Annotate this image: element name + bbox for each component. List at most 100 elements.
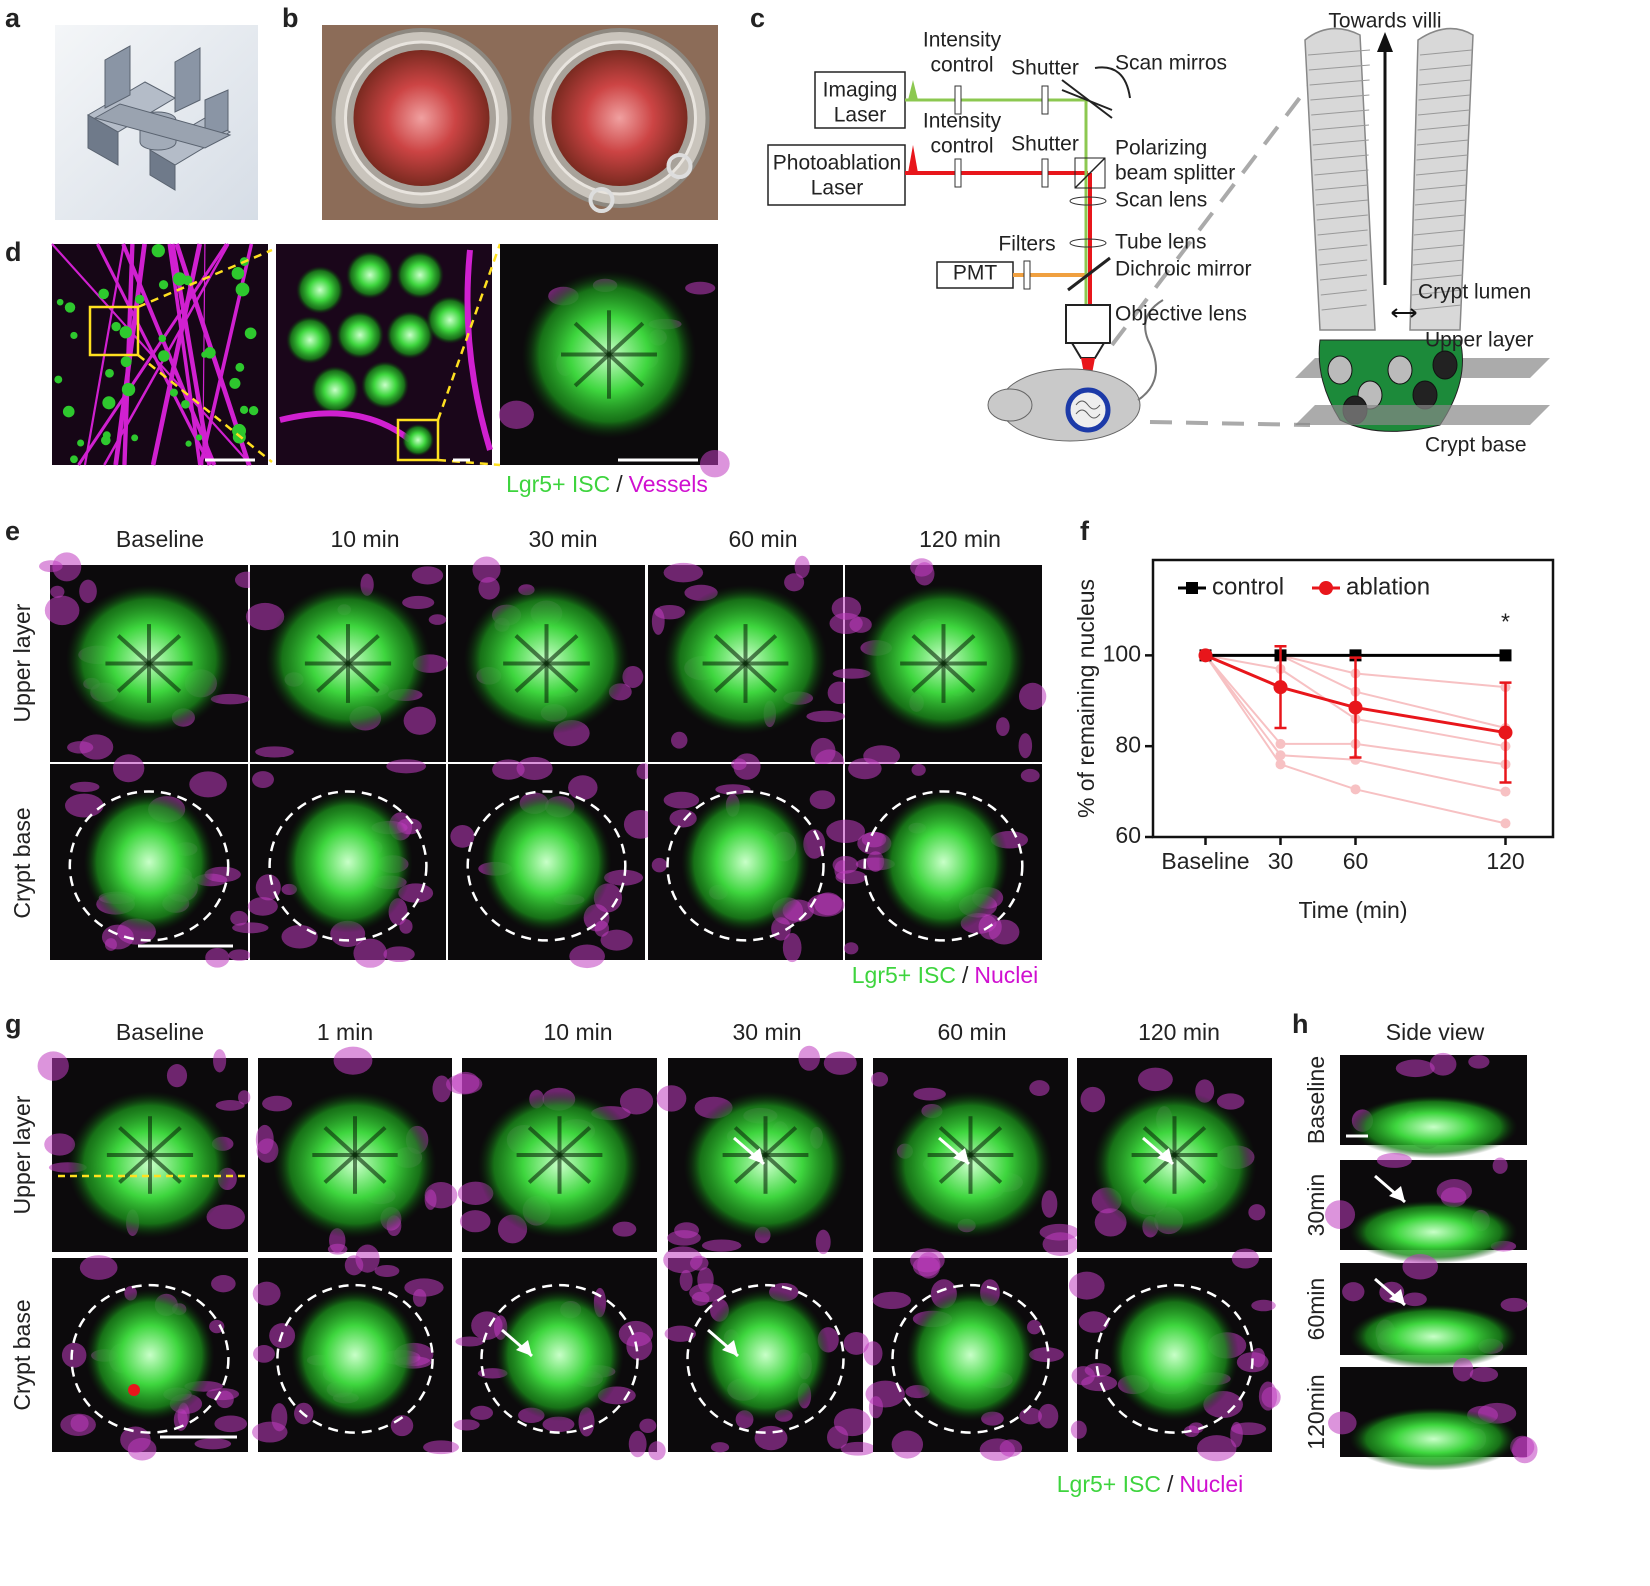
nucleus-signal [710,1442,730,1453]
legend-item: Nuclei [974,962,1038,988]
cell-edge [1415,184,1467,191]
cell-edge [1418,79,1471,86]
cell-edge [1317,229,1368,236]
crypt-outline [276,1283,434,1434]
crypt-dot [120,356,132,368]
point [1275,750,1286,761]
nucleus-signal [849,616,872,633]
crypt [386,311,434,359]
nucleus-signal [498,400,534,429]
crypt-dot [239,405,249,414]
point [1350,784,1361,795]
crypt-dot [158,280,169,290]
nucleus-signal [806,710,846,723]
crypt-dot [195,434,203,441]
nucleus-signal [1261,1386,1281,1408]
nucleus-signal [166,1064,188,1088]
cell-edge [1418,94,1471,101]
crypt-dot [158,350,170,362]
crypt-dot [235,362,245,372]
nucleus-signal [238,1090,251,1105]
crypt-dot [235,282,250,297]
nucleus-signal [569,944,605,969]
lumen-arrow [1391,308,1417,318]
clip [666,153,693,179]
nucleus-signal [1342,1282,1365,1302]
mirror-arrow [1094,66,1131,99]
roi [88,305,140,357]
lumen-spoke [911,634,945,665]
cell [1387,355,1413,385]
cell-edge [1312,139,1369,146]
legend-item: Lgr5+ ISC [852,962,956,988]
column-header: 10 min [330,526,399,552]
column-header: 30 min [528,526,597,552]
cell-edge [1414,214,1466,221]
nucleus-signal [206,1388,240,1401]
nucleus-signal [809,790,836,810]
cell-edge [1309,79,1370,86]
lumen-spoke [969,1153,1003,1184]
nucleus-signal [701,1239,742,1252]
row-label: 120min [1303,1374,1329,1449]
x-tick-label: 30 [1268,848,1294,874]
cell-edge [1316,214,1368,221]
crypt-dot [119,326,132,339]
nucleus-signal [826,819,866,843]
cell-edge [1412,274,1464,281]
nucleus-signal [453,1419,480,1431]
nucleus-signal [399,919,413,934]
arrowhead [1157,1148,1173,1164]
crypt-dot [181,399,190,409]
nucleus-signal [872,1291,912,1310]
diagram-label: control [930,54,993,77]
cell-edge [1416,139,1469,146]
crypt-dot [201,351,208,358]
nucleus-signal [1020,768,1040,783]
nucleus-signal [450,825,475,848]
legend: Lgr5+ ISC / Nuclei [1057,1471,1244,1497]
crypt-dot [70,455,78,464]
zoom-line [137,248,273,309]
nucleus-signal [1029,1080,1050,1097]
diagram-label: Objective lens [1115,303,1247,326]
column-header: 120 min [919,526,1001,552]
crypt-outline [268,790,428,942]
diagram-label: Upper layer [1425,329,1534,352]
nucleus-signal [1230,1421,1243,1448]
nucleus-signal [411,566,444,585]
crypt-dot [56,298,64,306]
panel-label: g [5,1009,22,1039]
nucleus-signal [1468,1055,1490,1069]
cell-edge [1417,124,1470,131]
lumen-spoke [744,634,778,665]
nucleus-signal [1492,1157,1508,1174]
nucleus-signal [1137,1067,1173,1092]
lumen-spoke [353,1153,387,1184]
nucleus-signal [445,1073,483,1095]
crypt [402,424,434,456]
nucleus-signal [988,919,1020,945]
nucleus-signal [37,1051,69,1081]
y-tick-label: 80 [1115,731,1141,757]
lumen-spoke [573,353,611,388]
lumen-spoke [744,662,778,693]
nucleus-signal [1039,1223,1080,1241]
plane [1295,405,1550,425]
nucleus-signal [843,942,859,955]
isc-signal [83,791,215,933]
crypt-wall [1409,27,1474,331]
nucleus-signal [1070,1420,1087,1439]
y-tick-label: 60 [1115,822,1141,848]
nucleus-signal [215,1100,245,1111]
laser-box [767,144,906,206]
objective-tip [1070,342,1106,359]
nucleus-signal [247,897,278,916]
nucleus-signal [470,1405,494,1420]
nucleus-signal [671,731,688,749]
nucleus-signal [1196,1435,1237,1462]
point [1273,680,1288,695]
lumen-spoke [316,662,350,693]
crypt-dot [172,272,187,286]
